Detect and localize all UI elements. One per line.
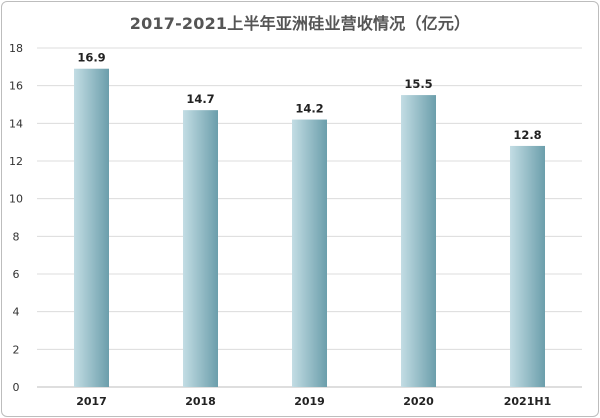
x-tick-label: 2021H1 [504, 395, 551, 408]
bar [292, 119, 327, 388]
data-label: 14.2 [295, 102, 323, 116]
y-tick-label: 0 [13, 381, 20, 394]
data-label: 14.7 [186, 92, 214, 106]
labels: 0 2 4 6 8 10 12 14 16 18 16.9 2017 14.7 2018 14.2 2019 1… [9, 42, 551, 408]
x-tick-label: 2019 [294, 395, 325, 408]
y-tick-label: 18 [9, 42, 23, 55]
data-label: 16.9 [77, 51, 105, 65]
y-tick-label: 2 [13, 343, 20, 356]
x-tick-label: 2018 [185, 395, 216, 408]
y-tick-label: 12 [9, 155, 23, 168]
y-tick-label: 16 [9, 80, 23, 93]
y-tick-label: 8 [13, 230, 20, 243]
bar [401, 95, 436, 387]
data-label: 12.8 [513, 128, 541, 142]
y-tick-label: 4 [13, 306, 20, 319]
x-tick-label: 2017 [76, 395, 107, 408]
data-label: 15.5 [404, 77, 432, 91]
y-tick-label: 14 [9, 117, 23, 130]
chart-title: 2017-2021上半年亚洲硅业营收情况（亿元） [129, 14, 471, 33]
bar [510, 145, 545, 387]
x-tick-label: 2020 [403, 395, 434, 408]
bar [183, 110, 218, 388]
y-tick-label: 6 [13, 268, 20, 281]
bars [74, 68, 545, 388]
bar [74, 68, 109, 387]
y-tick-label: 10 [9, 193, 23, 206]
